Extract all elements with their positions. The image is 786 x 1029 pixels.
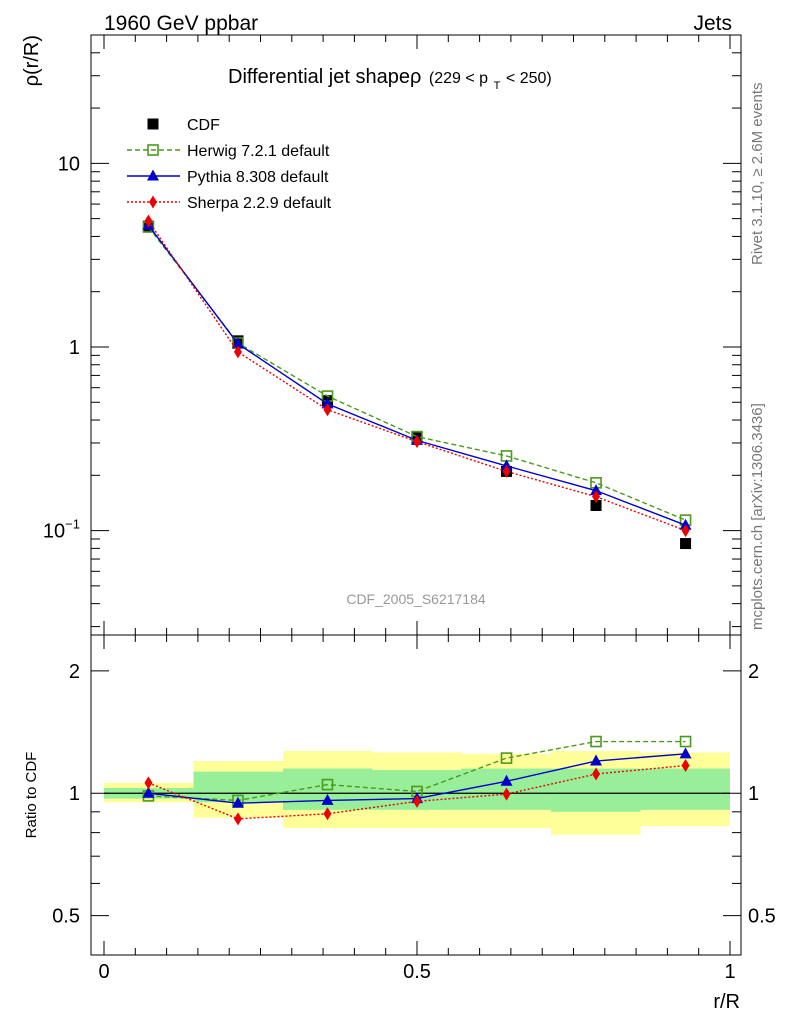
chart-title: Differential jet shapeρ (229 < p T < 250… — [228, 66, 552, 94]
header-left: 1960 GeV ppbar — [104, 12, 258, 35]
ratio-point — [681, 758, 690, 772]
ratio-y-tick-label: 2 — [69, 661, 80, 683]
ratio-point — [142, 786, 155, 798]
header-right: Jets — [693, 12, 732, 35]
data-point — [321, 397, 334, 409]
legend-entry: Pythia 8.308 default — [127, 169, 329, 186]
legend-label: Pythia 8.308 default — [187, 169, 329, 186]
ratio-bands — [104, 751, 730, 835]
data-point — [144, 214, 153, 228]
ratio-point — [590, 754, 603, 766]
ratio-point — [679, 747, 692, 759]
legend-entry: Sherpa 2.2.9 default — [127, 195, 332, 212]
series-line — [147, 226, 686, 521]
legend-marker — [147, 118, 159, 130]
series-line — [147, 220, 686, 532]
series-cdf — [142, 220, 692, 550]
ratio-point — [321, 778, 334, 791]
data-point — [500, 459, 513, 471]
legend-entry: Herwig 7.2.1 default — [127, 143, 330, 160]
y-tick-label: 10−1 — [43, 517, 80, 543]
uncertainty-band-inner — [640, 768, 730, 810]
x-tick-label: 1 — [724, 961, 735, 983]
data-point — [681, 524, 690, 538]
data-point — [590, 484, 603, 496]
ratio-ylabel: Ratio to CDF — [23, 752, 40, 839]
x-tick-label: 0.5 — [403, 961, 431, 983]
tick-base: 1 — [69, 337, 80, 359]
ratio-point — [592, 767, 601, 781]
ratio-point — [233, 812, 242, 826]
y-tick-label: 1 — [69, 337, 80, 359]
ratio-point — [144, 776, 153, 790]
x-tick-label: 0 — [98, 961, 109, 983]
data-point — [590, 499, 602, 511]
legend-marker — [147, 144, 159, 156]
series-line — [147, 224, 686, 526]
ratio-point — [502, 787, 511, 801]
ratio-marks — [142, 735, 692, 826]
data-point — [233, 345, 242, 359]
source-label: mcplots.cern.ch [arXiv:1306.3436] — [749, 403, 766, 630]
ratio-frame — [90, 634, 742, 956]
ratio-point — [500, 752, 513, 764]
series-herwig-7-2-1-default — [142, 221, 692, 526]
ratio-point — [413, 794, 421, 808]
ratio-point — [321, 793, 334, 805]
uncertainty-band-inner — [193, 771, 284, 803]
tick-base: 10 — [43, 521, 65, 543]
legend-label: Sherpa 2.2.9 default — [187, 195, 332, 212]
data-point — [680, 538, 692, 550]
ratio-ticks: 0.5 0.5 1 1 2 2 0 0.5 1 — [52, 635, 776, 983]
legend-label: CDF — [187, 117, 220, 134]
ratio-point — [679, 735, 692, 748]
legend-label: Herwig 7.2.1 default — [187, 143, 330, 160]
tick-base: 10 — [58, 153, 80, 175]
title-range: (229 < p — [429, 70, 488, 87]
rivet-label: Rivet 3.1.10, ≥ 2.6M events — [749, 83, 766, 266]
ratio-point — [323, 807, 332, 821]
main-ylabel: ρ(r/R) — [21, 35, 43, 86]
ratio-point — [500, 774, 513, 786]
ratio-xlabel: r/R — [713, 991, 740, 1013]
legend-marker — [147, 169, 159, 181]
title-main: Differential jet shapeρ — [228, 66, 421, 88]
ratio-series-sherpa-2-2-9-default — [144, 758, 690, 826]
ratio-point — [590, 735, 602, 748]
ratio-y-tick-label-right: 2 — [748, 661, 759, 683]
watermark: CDF_2005_S6217184 — [346, 591, 486, 607]
data-point — [413, 435, 421, 449]
title-sub: T — [494, 80, 501, 92]
ratio-y-tick-label-right: 0.5 — [748, 906, 776, 928]
legend: CDF Herwig 7.2.1 default Pythia 8.308 defa… — [127, 117, 332, 212]
main-marks — [142, 214, 692, 550]
y-tick-label: 10 — [58, 153, 80, 175]
series-sherpa-2-2-9-default — [144, 214, 690, 538]
data-point — [592, 490, 601, 504]
ratio-y-tick-label-right: 1 — [748, 783, 759, 805]
legend-marker — [149, 195, 157, 209]
legend-entry: CDF — [147, 117, 220, 134]
ratio-y-tick-label: 0.5 — [52, 906, 80, 928]
ratio-panel: 0.5 0.5 1 1 2 2 0 0.5 1 Ratio to CDF r/R — [23, 634, 776, 1013]
ratio-point — [231, 796, 244, 808]
title-close: < 250) — [506, 70, 552, 87]
data-point — [231, 337, 244, 349]
series-pythia-8-308-default — [142, 218, 692, 530]
data-point — [323, 403, 332, 417]
tick-exponent: −1 — [65, 517, 80, 532]
data-point — [502, 464, 511, 478]
ratio-y-tick-label: 1 — [69, 783, 80, 805]
